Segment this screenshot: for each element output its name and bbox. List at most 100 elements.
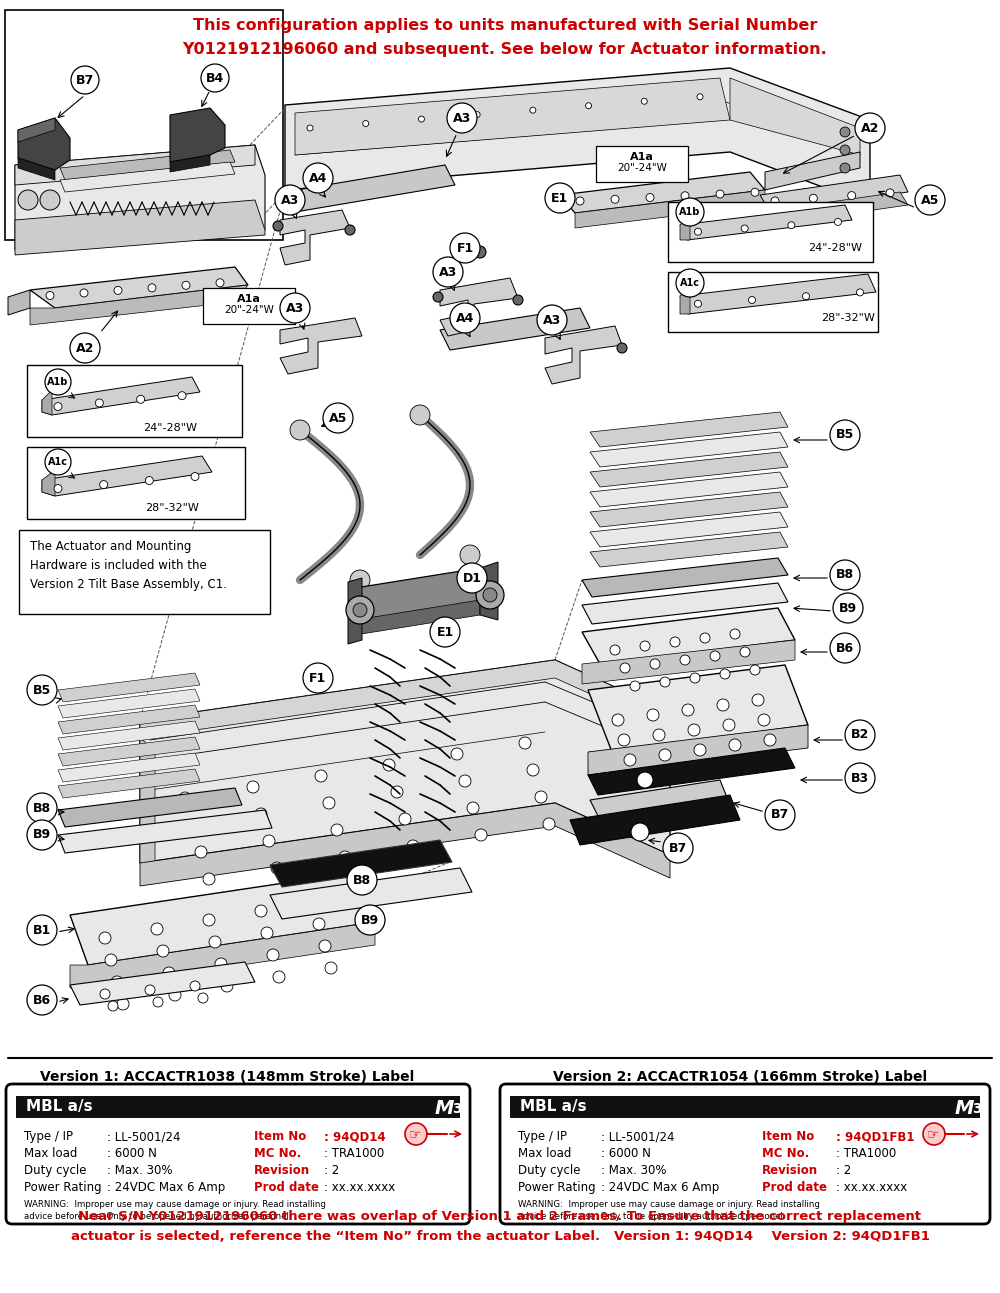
Circle shape: [856, 288, 864, 296]
Circle shape: [576, 197, 584, 206]
Circle shape: [383, 759, 395, 771]
Text: A3: A3: [439, 265, 457, 278]
Polygon shape: [765, 153, 860, 190]
Circle shape: [700, 634, 710, 643]
Text: A4: A4: [309, 172, 327, 185]
Text: This configuration applies to units manufactured with Serial Number: This configuration applies to units manu…: [193, 18, 817, 34]
Circle shape: [447, 103, 477, 133]
Text: Item No: Item No: [762, 1130, 814, 1143]
Text: Y0121912196060 and subsequent. See below for Actuator information.: Y0121912196060 and subsequent. See below…: [183, 41, 827, 57]
Circle shape: [758, 714, 770, 725]
Circle shape: [848, 191, 856, 199]
Circle shape: [178, 392, 186, 400]
Circle shape: [271, 862, 283, 874]
Text: Power Rating: Power Rating: [24, 1181, 102, 1193]
Circle shape: [610, 645, 620, 656]
Polygon shape: [140, 659, 670, 862]
Polygon shape: [18, 118, 70, 169]
Polygon shape: [590, 512, 788, 547]
Circle shape: [535, 791, 547, 803]
Polygon shape: [348, 578, 362, 644]
Text: B6: B6: [836, 641, 854, 654]
Text: WARNING:  Improper use may cause damage or injury. Read installing
advice before: WARNING: Improper use may cause damage o…: [518, 1200, 820, 1221]
Circle shape: [433, 257, 463, 287]
Circle shape: [641, 98, 647, 105]
Circle shape: [834, 219, 842, 225]
Text: B9: B9: [33, 829, 51, 842]
Circle shape: [611, 195, 619, 203]
Polygon shape: [30, 266, 248, 308]
Polygon shape: [280, 209, 350, 265]
Polygon shape: [140, 659, 670, 738]
Text: 24"-28"W: 24"-28"W: [808, 243, 862, 253]
Circle shape: [410, 405, 430, 425]
Polygon shape: [70, 922, 375, 988]
Text: Version 1: ACCACTR1038 (148mm Stroke) Label: Version 1: ACCACTR1038 (148mm Stroke) La…: [40, 1071, 414, 1084]
Circle shape: [723, 719, 735, 731]
Polygon shape: [570, 795, 740, 846]
Circle shape: [729, 740, 741, 751]
Circle shape: [391, 786, 403, 798]
Circle shape: [659, 749, 671, 762]
Circle shape: [840, 127, 850, 137]
Text: B2: B2: [851, 728, 869, 741]
Text: B3: B3: [851, 772, 869, 785]
Circle shape: [530, 107, 536, 114]
Circle shape: [886, 189, 894, 197]
Text: : 94QD1FB1: : 94QD1FB1: [836, 1130, 914, 1143]
Text: F1: F1: [309, 671, 327, 684]
Circle shape: [475, 829, 487, 840]
Circle shape: [630, 681, 640, 690]
Circle shape: [27, 793, 57, 824]
Circle shape: [108, 1001, 118, 1011]
Circle shape: [690, 672, 700, 683]
Circle shape: [670, 637, 680, 646]
Text: Type / IP: Type / IP: [24, 1130, 73, 1143]
Circle shape: [694, 229, 702, 235]
Polygon shape: [480, 562, 498, 621]
Polygon shape: [170, 109, 225, 162]
Circle shape: [347, 865, 377, 895]
Circle shape: [640, 641, 650, 650]
Circle shape: [345, 225, 355, 235]
Polygon shape: [8, 290, 30, 315]
Text: Max load: Max load: [518, 1147, 571, 1160]
Circle shape: [255, 808, 267, 820]
Text: : 6000 N: : 6000 N: [601, 1147, 651, 1160]
Circle shape: [350, 570, 370, 590]
Polygon shape: [510, 1096, 980, 1118]
Circle shape: [646, 194, 654, 202]
Text: : TRA1000: : TRA1000: [836, 1147, 896, 1160]
Polygon shape: [355, 600, 480, 635]
Circle shape: [353, 603, 367, 617]
Circle shape: [221, 980, 233, 992]
Circle shape: [830, 634, 860, 663]
Polygon shape: [58, 809, 272, 853]
Polygon shape: [680, 206, 852, 240]
Circle shape: [215, 958, 227, 970]
Polygon shape: [588, 747, 795, 795]
Text: : xx.xx.xxxx: : xx.xx.xxxx: [324, 1181, 395, 1193]
Circle shape: [195, 846, 207, 859]
Text: 28"-32"W: 28"-32"W: [145, 503, 199, 513]
Circle shape: [450, 303, 480, 334]
Circle shape: [100, 481, 108, 489]
Polygon shape: [680, 215, 690, 240]
Circle shape: [303, 163, 333, 193]
Text: B8: B8: [33, 802, 51, 815]
Polygon shape: [590, 472, 788, 507]
FancyBboxPatch shape: [19, 530, 270, 614]
Text: MC No.: MC No.: [762, 1147, 809, 1160]
Polygon shape: [285, 69, 870, 206]
Circle shape: [840, 145, 850, 155]
Circle shape: [319, 940, 331, 952]
Circle shape: [117, 998, 129, 1010]
Text: actuator is selected, reference the “Item No” from the actuator Label.   Version: actuator is selected, reference the “Ite…: [71, 1230, 929, 1243]
Text: ☞: ☞: [409, 1127, 421, 1140]
Circle shape: [80, 288, 88, 297]
Polygon shape: [582, 583, 788, 625]
Text: B7: B7: [669, 842, 687, 855]
Text: A4: A4: [456, 312, 474, 325]
Circle shape: [474, 246, 486, 259]
Circle shape: [833, 593, 863, 623]
